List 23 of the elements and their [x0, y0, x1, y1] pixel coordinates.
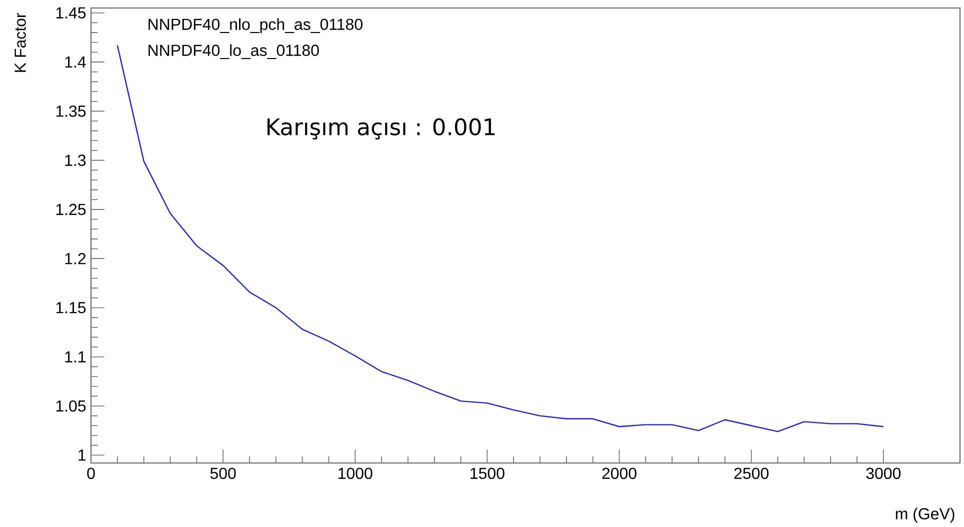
x-tick-label: 500: [210, 468, 236, 479]
x-tick-label: 3000: [866, 468, 901, 479]
x-tick-label: 2500: [734, 468, 769, 479]
annotation: Karışım açısı : 0.001: [267, 118, 495, 140]
y-tick-label: 1.15: [56, 302, 86, 314]
y-tick-label: 1.3: [65, 154, 86, 166]
x-tick-label: 0: [87, 468, 95, 479]
y-tick-label: 1.35: [56, 106, 86, 117]
line-series: [116, 44, 884, 432]
y-tick-label: 1.1: [65, 351, 86, 362]
y-tick-label: 1.45: [56, 7, 86, 18]
y-tick-label: 1.4: [65, 56, 86, 68]
annotation: NNPDF40_nlo_pch_as_01180: [148, 18, 362, 34]
y-tick-label: 1.05: [56, 400, 86, 412]
x-tick-label: 2000: [602, 468, 636, 479]
x-axis-title: m (GeV): [896, 508, 954, 523]
y-tick-label: 1.2: [65, 252, 86, 264]
y-tick-label: 1: [78, 450, 86, 461]
annotation: NNPDF40_lo_as_01180: [148, 44, 319, 60]
y-tick-label: 1.25: [56, 204, 86, 216]
x-tick-label: 1000: [338, 468, 372, 479]
y-axis-title: K Factor: [14, 12, 26, 72]
x-tick-label: 1500: [470, 468, 504, 479]
